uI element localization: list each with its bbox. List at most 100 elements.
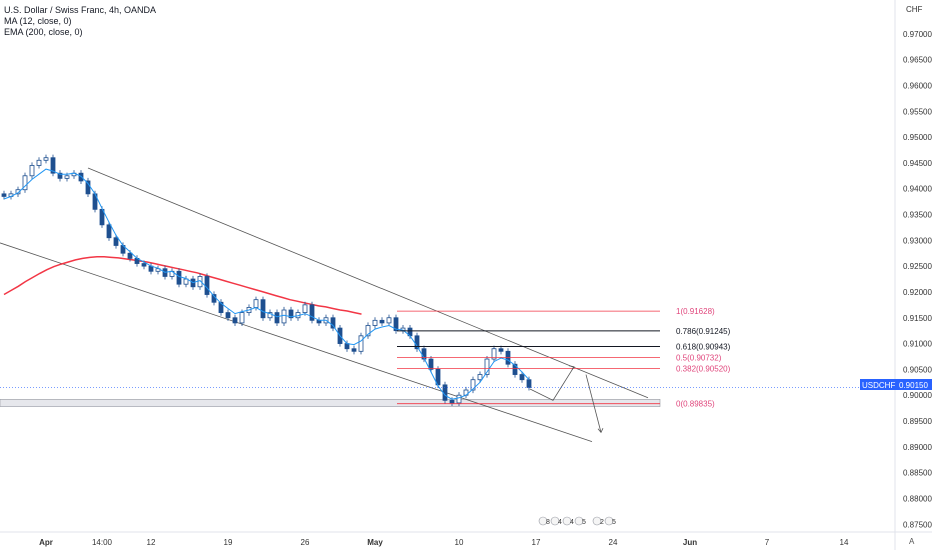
candle-body <box>253 299 259 308</box>
time-tick-label: 7 <box>765 538 770 547</box>
current-price-badge: USDCHF 0.90150 <box>860 379 932 390</box>
time-tick-label: 14 <box>840 538 849 547</box>
fib-level-label: 0.786(0.91245) <box>676 327 731 336</box>
time-tick-label: 17 <box>532 538 541 547</box>
event-icon: 5 <box>574 516 586 526</box>
event-icon: 5 <box>604 516 616 526</box>
price-tick-label: 0.89500 <box>903 417 932 426</box>
price-tick-label: 0.91000 <box>903 340 932 349</box>
channel-lower-line <box>0 242 593 443</box>
event-count: 4 <box>570 519 574 526</box>
price-tick-label: 0.87500 <box>903 520 932 529</box>
candle-body <box>477 374 483 381</box>
candle-body <box>218 301 224 313</box>
price-tick-label: 0.96500 <box>903 56 932 65</box>
price-tick-label: 0.95500 <box>903 107 932 116</box>
time-tick-label: Apr <box>39 538 53 547</box>
channel-layer <box>0 167 649 443</box>
currency-label: CHF <box>906 5 923 14</box>
candle-body <box>351 348 357 352</box>
event-count: 4 <box>558 519 562 526</box>
ema-200-line <box>3 256 362 315</box>
plot-area[interactable] <box>0 0 895 532</box>
candle-body <box>309 304 315 321</box>
ma-12-layer <box>3 168 530 400</box>
candle-body <box>64 175 70 179</box>
candle-body <box>302 304 308 313</box>
candle-body <box>428 358 434 370</box>
candle-body <box>519 374 525 381</box>
price-tick-label: 0.88000 <box>903 494 932 503</box>
fib-level-label: 1(0.91628) <box>676 307 715 316</box>
candle-body <box>106 224 112 239</box>
price-tick-label: 0.97000 <box>903 30 932 39</box>
price-axis[interactable]: 0.97000 0.96500 0.96000 0.95500 0.95000 0.945… <box>903 30 932 529</box>
support-zone-layer <box>0 399 661 407</box>
candle-body <box>470 379 476 391</box>
time-tick-label: May <box>367 538 383 547</box>
candle-body <box>22 175 28 191</box>
candle-body <box>239 312 245 324</box>
badge-symbol: USDCHF <box>862 381 895 390</box>
ma-legend: MA (12, close, 0) <box>4 16 72 26</box>
candle-body <box>232 317 238 324</box>
candle-body <box>1 193 7 197</box>
candle-body <box>372 319 378 326</box>
event-flag-icon <box>592 516 602 526</box>
candle-body <box>50 157 56 174</box>
event-flag-icon <box>604 516 614 526</box>
auto-scale-button[interactable]: A <box>909 537 915 546</box>
fib-level-label: 0(0.89835) <box>676 400 715 409</box>
candle-body <box>358 335 364 352</box>
price-tick-label: 0.89000 <box>903 443 932 452</box>
time-tick-label: Jun <box>683 538 697 547</box>
candle-body <box>491 348 497 360</box>
time-tick-label: 24 <box>609 538 618 547</box>
time-tick-label: 26 <box>301 538 310 547</box>
price-tick-label: 0.96000 <box>903 81 932 90</box>
projection-up-arrowhead <box>568 365 575 371</box>
candle-body <box>267 312 273 319</box>
economic-events[interactable]: 8 4 4 5 2 5 <box>538 516 616 526</box>
candle-body <box>386 317 392 324</box>
time-tick-label: 10 <box>455 538 464 547</box>
candle-body <box>85 180 91 195</box>
price-tick-label: 0.95000 <box>903 133 932 142</box>
candle-body <box>484 358 490 375</box>
candle-body <box>449 399 455 404</box>
projection-down-arrowhead <box>597 428 604 434</box>
fibonacci-layer[interactable]: 1(0.91628) 0.786(0.91245) 0.618(0.90943) 0.… <box>397 307 731 409</box>
event-flag-icon <box>574 516 584 526</box>
price-tick-label: 0.94000 <box>903 185 932 194</box>
event-icon: 8 <box>538 516 550 526</box>
candle-body <box>393 317 399 332</box>
event-flag-icon <box>538 516 548 526</box>
chart-title: U.S. Dollar / Swiss Franc, 4h, OANDA <box>4 5 156 15</box>
event-count: 5 <box>612 519 616 526</box>
candle-body <box>225 312 231 319</box>
candle-body <box>260 299 266 319</box>
fib-level-label: 0.618(0.90943) <box>676 343 731 352</box>
event-count: 8 <box>546 519 550 526</box>
projection-up-arrow <box>529 366 575 401</box>
price-tick-label: 0.93000 <box>903 236 932 245</box>
candle-body <box>379 319 385 324</box>
candle-body <box>204 276 210 295</box>
candle-body <box>281 309 287 324</box>
event-flag-icon <box>550 516 560 526</box>
candle-body <box>15 189 21 195</box>
price-tick-label: 0.92500 <box>903 262 932 271</box>
candle-body <box>498 348 504 352</box>
candle-body <box>512 363 518 375</box>
candle-body <box>141 263 147 267</box>
event-flag-icon <box>562 516 572 526</box>
time-tick-label: 14:00 <box>92 538 113 547</box>
price-tick-label: 0.88500 <box>903 469 932 478</box>
time-axis[interactable]: Apr 14:00 12 19 26 May 10 17 24 Jun 7 14 <box>39 538 849 547</box>
ema-200-layer <box>3 256 362 315</box>
fib-level-label: 0.382(0.90520) <box>676 364 731 373</box>
price-tick-label: 0.92000 <box>903 288 932 297</box>
price-tick-label: 0.90500 <box>903 365 932 374</box>
badge-value: 0.90150 <box>899 381 928 390</box>
